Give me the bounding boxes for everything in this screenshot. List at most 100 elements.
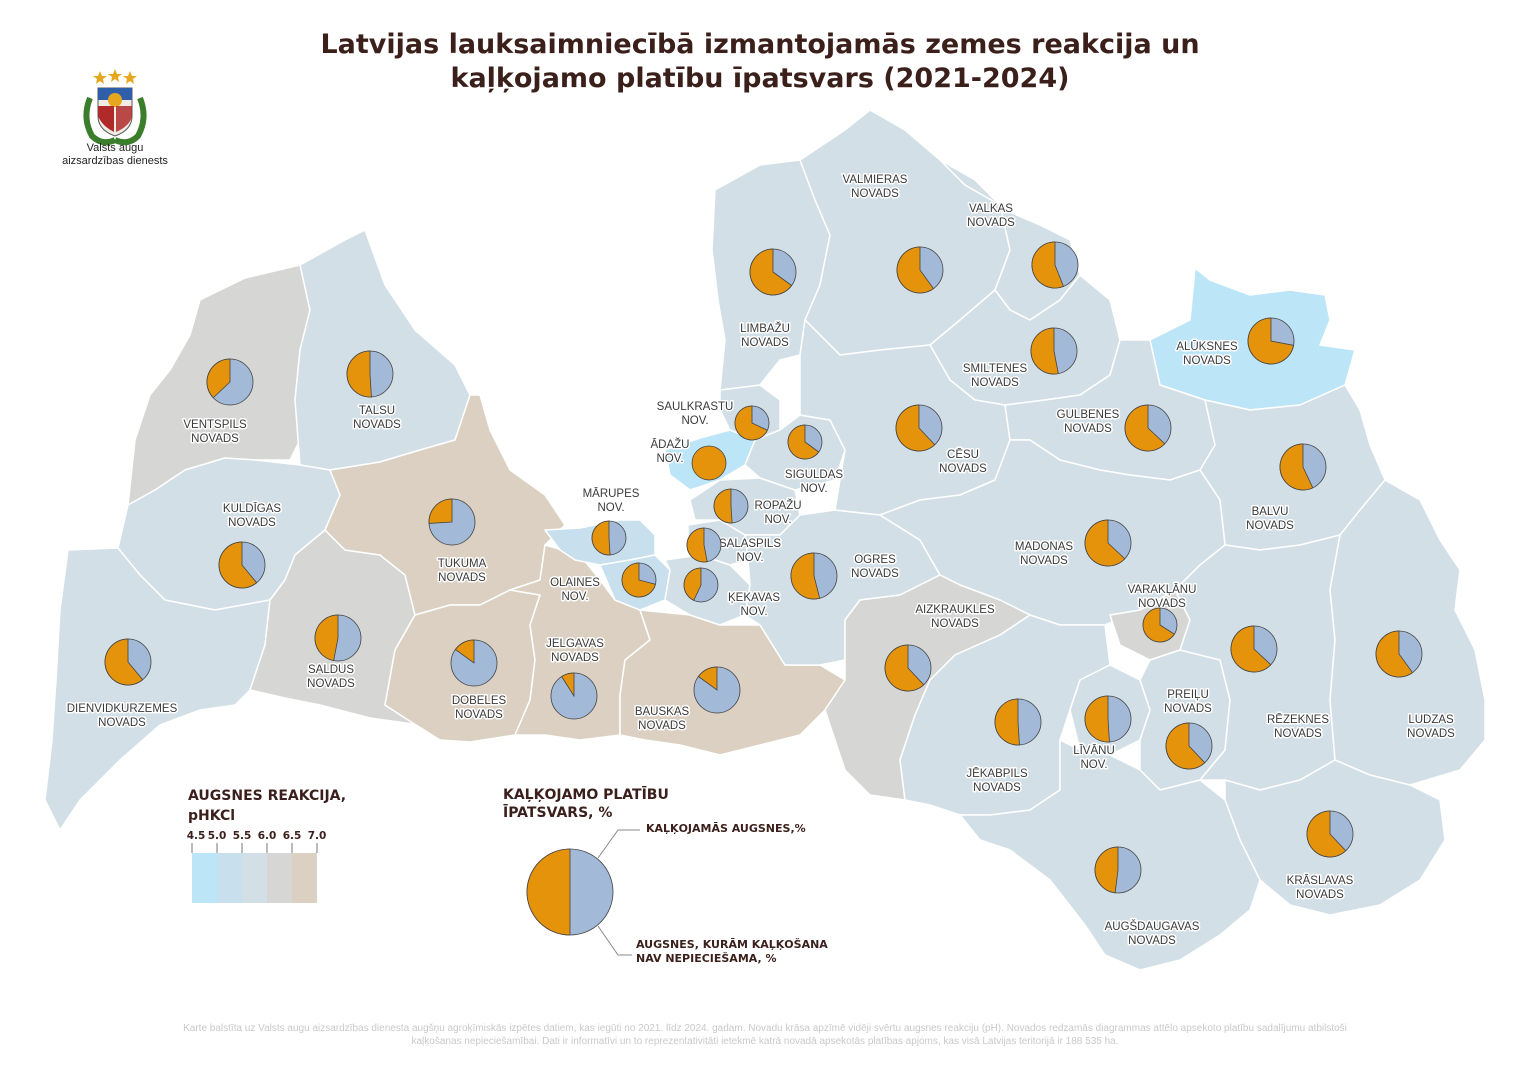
municipality-label: SALASPILS NOV.: [719, 538, 781, 564]
pie-slice-limed: [561, 672, 575, 698]
pie-chart-municipality: [1124, 404, 1172, 452]
pie-slice-limed: [691, 445, 727, 481]
pie-chart-municipality: [713, 488, 749, 524]
pie-slice-limed: [994, 698, 1020, 746]
pie-chart-municipality: [104, 638, 152, 686]
municipality-label: OGRES NOVADS: [851, 554, 899, 580]
municipality-label: BALVU NOVADS: [1246, 506, 1294, 532]
pie-slice-limed: [697, 666, 718, 691]
pie-slice-limed: [1247, 317, 1295, 365]
pie-legend-title: KAĻĶOJAMO PLATĪBU ĪPATSVARS, %: [503, 787, 669, 821]
legend-limed-label: KAĻĶOJAMĀS AUGSNES,%: [646, 822, 806, 835]
pie-chart-municipality: [346, 350, 394, 398]
pie-slice-limed: [1279, 443, 1314, 491]
pie-chart-municipality: [994, 698, 1042, 746]
municipality-label: SAULKRASTU NOV.: [657, 401, 734, 427]
pie-slice-limed: [1124, 404, 1166, 452]
pie-slice-limed: [621, 562, 656, 598]
pie-slice-limed: [1084, 519, 1126, 567]
pie-chart-municipality: [428, 498, 476, 546]
soil-legend-swatch: [192, 853, 217, 903]
pie-slice-limed: [1084, 695, 1110, 743]
soil-legend-swatch: [267, 853, 292, 903]
pie-slice-limed: [683, 567, 702, 601]
pie-slice-limed: [591, 520, 611, 556]
star-icon: [93, 71, 107, 84]
municipality-label: KRĀSLAVAS NOVADS: [1287, 875, 1354, 901]
municipality-label: TALSU NOVADS: [353, 405, 401, 431]
pie-slice-limed: [1165, 722, 1206, 770]
pie-chart-municipality: [621, 562, 657, 598]
soil-legend-tick-label: 6.5: [283, 830, 302, 842]
soil-legend-swatch: [242, 853, 267, 903]
pie-slice-limed: [314, 614, 339, 662]
municipality-label: GULBENES NOVADS: [1057, 409, 1120, 435]
pie-chart-municipality: [1230, 625, 1278, 673]
footnote: Karte balstīta uz Valsts augu aizsardzīb…: [183, 1023, 1347, 1047]
municipality-label: LĪVĀNU NOV.: [1073, 745, 1115, 771]
municipality-label: PREIĻU NOVADS: [1164, 689, 1212, 715]
region-talsu: [294, 229, 471, 471]
pie-slice-limed: [454, 639, 475, 664]
pie-slice-limed: [1142, 607, 1175, 643]
pie-chart-municipality: [1084, 519, 1132, 567]
pie-slice-limed: [428, 498, 453, 524]
municipality-label: MADONAS NOVADS: [1015, 541, 1073, 567]
pie-chart-municipality: [895, 404, 943, 452]
pie-chart-municipality: [787, 424, 823, 460]
pie-chart-municipality: [1142, 607, 1178, 643]
municipality-label: KULDĪGAS NOVADS: [223, 503, 281, 529]
municipality-label: VENTSPILS NOVADS: [183, 419, 247, 445]
municipality-label: DIENVIDKURZEMES NOVADS: [67, 703, 178, 729]
pie-slice-limed: [218, 541, 258, 589]
pie-slice-limed: [1375, 630, 1414, 678]
municipality-label: LIMBAŽU NOVADS: [740, 322, 790, 349]
star-icon: [108, 69, 122, 82]
pie-slice-limed: [1094, 846, 1119, 894]
soil-legend-tick-label: 6.0: [258, 830, 277, 842]
pie-slice-limed: [1030, 327, 1059, 375]
soil-legend-tick-label: 7.0: [308, 830, 327, 842]
municipality-label: DOBELES NOVADS: [452, 695, 507, 721]
pie-chart-municipality: [450, 639, 498, 687]
municipality-label: SIGULDAS NOV.: [785, 469, 843, 495]
municipality-label: LUDZAS NOVADS: [1407, 714, 1455, 740]
pie-slice-limed: [884, 644, 925, 692]
pie-slice-limed: [734, 405, 768, 441]
pie-chart-municipality: [218, 541, 266, 589]
pie-slice-limed: [1306, 810, 1347, 858]
pie-slice-limed: [787, 424, 820, 460]
pie-chart-municipality: [884, 644, 932, 692]
soil-reaction-legend: 4.5 5.0 5.5 6.0 6.5 7.0: [187, 830, 327, 903]
soil-legend-tick-label: 5.5: [233, 830, 252, 842]
pie-chart-municipality: [1031, 241, 1079, 289]
pie-chart-municipality: [790, 552, 838, 600]
pie-slice-limed: [790, 552, 821, 600]
municipality-label: ALŪKSNES NOVADS: [1176, 341, 1238, 367]
municipality-label: AIZKRAUKLES NOVADS: [915, 604, 995, 630]
pie-chart-municipality: [896, 246, 944, 294]
title-line-2: kaļķojamo platību īpatsvars (2021-2024): [450, 63, 1070, 94]
pie-slice-limed: [206, 358, 231, 399]
pie-slice-limed: [1031, 241, 1064, 289]
municipality-label: OLAINES NOV.: [550, 577, 600, 603]
pie-slice-limed: [1230, 625, 1272, 673]
pie-chart-municipality: [1084, 695, 1132, 743]
pie-slice-limed: [895, 404, 936, 452]
title-line-1: Latvijas lauksaimniecībā izmantojamās ze…: [320, 29, 1200, 60]
municipality-label: BAUSKAS NOVADS: [635, 706, 690, 732]
pie-slice-limed: [686, 527, 708, 563]
pie-chart-municipality: [749, 248, 797, 296]
pie-slice-limed: [104, 638, 144, 686]
star-icon: [123, 71, 137, 84]
municipality-label: ĶEKAVAS NOV.: [728, 592, 780, 618]
pie-chart-municipality: [691, 445, 727, 481]
municipality-label: ĀDAŽU NOV.: [651, 438, 690, 465]
pie-chart-municipality: [1094, 846, 1142, 894]
pie-chart-municipality: [683, 567, 719, 603]
municipality-label: TUKUMA NOVADS: [438, 558, 487, 584]
soil-legend-tick-label: 4.5: [187, 830, 206, 842]
pie-chart-municipality: [693, 666, 741, 714]
pie-chart-municipality: [206, 358, 254, 406]
